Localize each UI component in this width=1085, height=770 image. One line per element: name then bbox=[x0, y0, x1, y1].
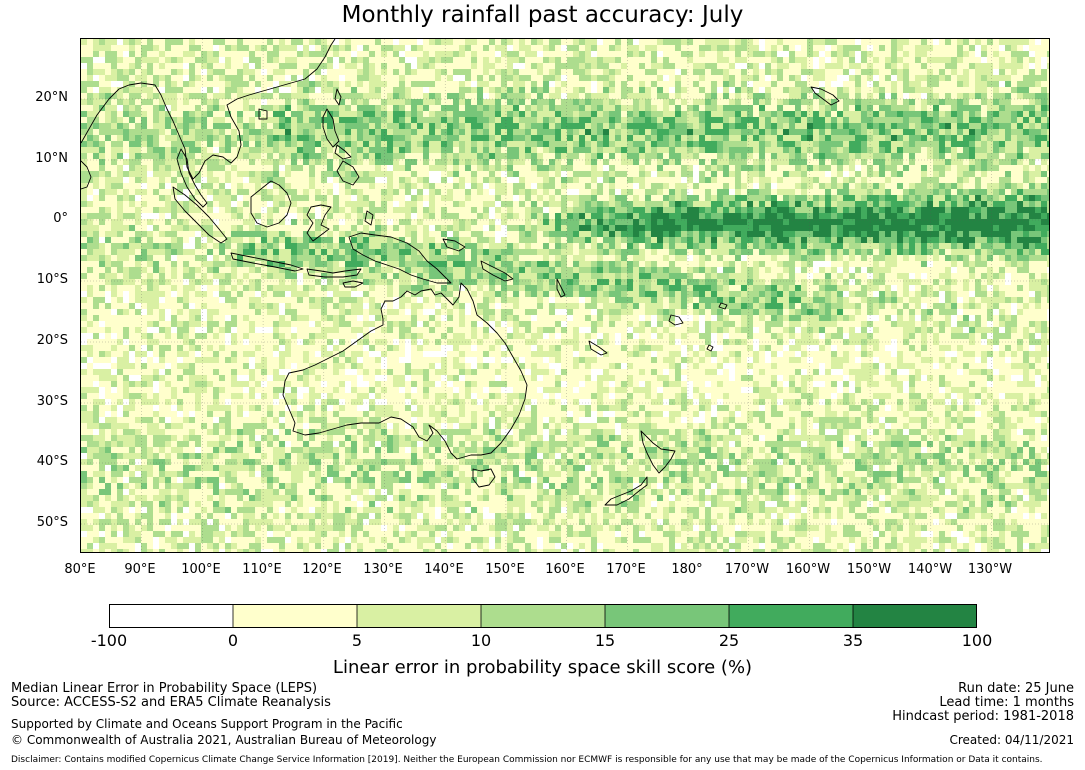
skill-grid-cells bbox=[81, 39, 1049, 552]
coastline-malay-peninsula bbox=[176, 148, 208, 208]
colorbar-tick-4: 15 bbox=[594, 631, 616, 650]
footer-created-date: Created: 04/11/2021 bbox=[949, 733, 1074, 747]
coastline-halmahera bbox=[364, 210, 374, 226]
colorbar-segment bbox=[729, 604, 854, 628]
coastline-borneo bbox=[250, 180, 292, 228]
colorbar-segment bbox=[357, 604, 482, 628]
colorbar-tick-0: -100 bbox=[90, 631, 128, 650]
footer-copyright: © Commonwealth of Australia 2021, Austra… bbox=[11, 733, 437, 747]
coastline-tonga bbox=[706, 344, 714, 352]
lon-label-150e: 150°E bbox=[485, 562, 525, 577]
coastline-nz-north bbox=[640, 430, 676, 474]
coastline-new-caledonia bbox=[588, 340, 608, 356]
colorbar-segment bbox=[233, 604, 358, 628]
footer-method: Median Linear Error in Probability Space… bbox=[11, 681, 318, 696]
colorbar bbox=[109, 604, 978, 628]
lon-label-150w: 150°W bbox=[846, 562, 892, 577]
colorbar-title: Linear error in probability space skill … bbox=[332, 657, 753, 678]
coastline-india-tip bbox=[81, 160, 92, 190]
coastline-australia bbox=[282, 282, 528, 460]
lat-label-50s: 50°S bbox=[36, 515, 68, 530]
lon-label-180: 180° bbox=[671, 562, 703, 577]
lon-label-160w: 160°W bbox=[785, 562, 831, 577]
coastline-sulawesi bbox=[306, 204, 332, 242]
lon-label-120e: 120°E bbox=[302, 562, 342, 577]
coastline-nz-south bbox=[604, 476, 648, 506]
lat-label-10s: 10°S bbox=[36, 272, 68, 287]
coastline-java bbox=[230, 252, 304, 272]
coastline-timor bbox=[342, 280, 364, 288]
lon-label-80e: 80°E bbox=[64, 562, 96, 577]
colorbar-tick-5: 25 bbox=[718, 631, 740, 650]
colorbar-tick-1: 0 bbox=[227, 631, 239, 650]
lat-label-40s: 40°S bbox=[36, 454, 68, 469]
colorbar-segment bbox=[605, 604, 730, 628]
coastline-mindanao bbox=[336, 160, 360, 186]
coastline-new-guinea bbox=[348, 232, 452, 284]
footer-disclaimer: Disclaimer: Contains modified Copernicus… bbox=[11, 755, 1043, 765]
coastline-tasmania bbox=[472, 468, 496, 488]
footer-lead-time: Lead time: 1 months bbox=[939, 695, 1074, 710]
colorbar-tick-3: 10 bbox=[470, 631, 492, 650]
colorbar-segment bbox=[481, 604, 606, 628]
lat-label-0: 0° bbox=[53, 211, 68, 226]
colorbar-tick-6: 35 bbox=[842, 631, 864, 650]
lat-label-30s: 30°S bbox=[36, 394, 68, 409]
lon-label-140e: 140°E bbox=[424, 562, 464, 577]
coastline-hainan bbox=[258, 108, 268, 120]
footer-source: Source: ACCESS-S2 and ERA5 Climate Reana… bbox=[11, 695, 331, 710]
colorbar-segment bbox=[109, 604, 234, 628]
coastline-sumatra bbox=[172, 186, 228, 244]
lon-label-100e: 100°E bbox=[181, 562, 221, 577]
lon-label-170w: 170°W bbox=[724, 562, 770, 577]
coastline-solomon-islands bbox=[480, 260, 514, 282]
coastline-vanuatu bbox=[556, 278, 566, 298]
coastline-sunda-islands bbox=[306, 268, 362, 278]
colorbar-segment bbox=[853, 604, 978, 628]
colorbar-tick-2: 5 bbox=[351, 631, 363, 650]
colorbar-tick-7: 100 bbox=[961, 631, 993, 650]
lon-label-90e: 90°E bbox=[124, 562, 156, 577]
lon-label-170e: 170°E bbox=[606, 562, 646, 577]
lat-label-20s: 20°S bbox=[36, 333, 68, 348]
skill-score-map bbox=[80, 38, 1050, 553]
page-title: Monthly rainfall past accuracy: July bbox=[341, 2, 744, 28]
coastline-luzon bbox=[322, 108, 340, 148]
coastline-fiji bbox=[668, 314, 684, 326]
coastlines bbox=[81, 39, 840, 506]
coastline-samoa bbox=[718, 302, 728, 310]
lon-label-130w: 130°W bbox=[967, 562, 1013, 577]
footer-run-date: Run date: 25 June bbox=[958, 681, 1074, 696]
coastline-taiwan bbox=[334, 88, 342, 106]
lon-label-140w: 140°W bbox=[907, 562, 953, 577]
lat-label-20n: 20°N bbox=[35, 90, 68, 105]
lon-label-130e: 130°E bbox=[363, 562, 403, 577]
lat-label-10n: 10°N bbox=[35, 151, 68, 166]
footer-hindcast-period: Hindcast period: 1981-2018 bbox=[892, 709, 1074, 724]
lon-label-110e: 110°E bbox=[242, 562, 282, 577]
lon-label-160e: 160°E bbox=[545, 562, 585, 577]
graticule bbox=[81, 39, 1049, 552]
coastline-visayas bbox=[334, 144, 352, 160]
coastline-hawaii bbox=[810, 86, 840, 106]
footer-support: Supported by Climate and Oceans Support … bbox=[11, 717, 403, 731]
coastline-new-britain bbox=[442, 238, 466, 252]
coastline-asia bbox=[81, 39, 336, 180]
